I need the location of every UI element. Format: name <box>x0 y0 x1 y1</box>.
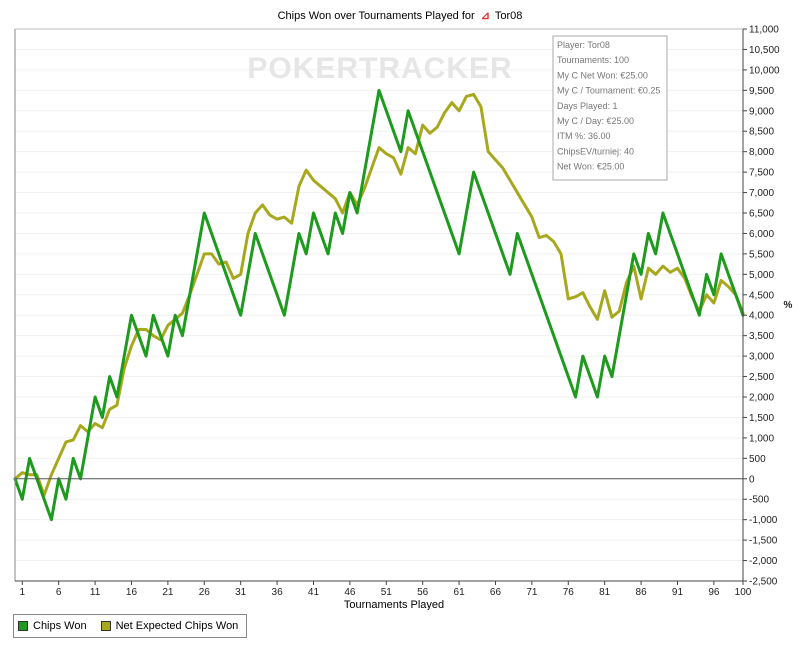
x-axis-title: Tournaments Played <box>344 599 444 610</box>
x-tick-label: 1 <box>19 587 25 598</box>
y-tick-label: 500 <box>749 454 766 465</box>
x-tick-label: 100 <box>735 587 752 598</box>
stats-info-box: Player: Tor08 Tournaments: 100 My C Net Wo… <box>552 35 668 181</box>
y-tick-label: -500 <box>749 495 769 506</box>
info-box-line: My C / Tournament: €0.25 <box>557 86 660 96</box>
y-tick-label: 0 <box>749 474 755 485</box>
legend-label-chips-won: Chips Won <box>33 620 87 632</box>
x-tick-label: 6 <box>56 587 62 598</box>
y-tick-label: 10,500 <box>749 45 780 56</box>
info-box-line: ITM %: 36.00 <box>557 131 611 141</box>
legend-swatch-expected <box>100 621 111 631</box>
x-tick-label: 46 <box>344 587 356 598</box>
x-tick-label: 51 <box>381 587 393 598</box>
y-tick-label: 1,500 <box>749 413 774 424</box>
series-layer <box>13 88 745 522</box>
y-tick-label: 11,000 <box>749 25 779 36</box>
y-tick-label: 10,000 <box>749 65 780 76</box>
info-box-line: ChipsEV/turniej: 40 <box>557 146 634 156</box>
y-tick-label: 9,500 <box>749 86 774 97</box>
chart-title-player: Tor08 <box>495 10 523 22</box>
y-tick-label: -1,000 <box>749 515 778 526</box>
player-flag-icon: ⊿ <box>481 10 490 22</box>
axes: -2,500 -2,000 -1,500 -1,000 -500 0 500 1,000 1,5… <box>14 25 780 598</box>
y-tick-label: 5,500 <box>749 249 774 260</box>
y-tick-label: 7,500 <box>749 168 774 179</box>
info-box-line: Net Won: €25.00 <box>557 162 624 172</box>
legend-swatch-chips-won <box>18 621 28 631</box>
pokertracker-watermark: POKERTRACKER <box>247 52 512 85</box>
y-tick-label: 7,000 <box>749 188 774 199</box>
series-line-expected <box>13 92 745 497</box>
x-tick-label: 86 <box>636 587 648 598</box>
info-box-line: My C / Day: €25.00 <box>557 116 634 126</box>
y-tick-label: 2,000 <box>749 393 774 404</box>
y-tick-label: 4,500 <box>749 290 774 301</box>
x-tick-label: 21 <box>162 587 174 598</box>
x-tick-label: 96 <box>708 587 720 598</box>
y-tick-label: 6,000 <box>749 229 774 240</box>
x-tick-label: 81 <box>599 587 611 598</box>
x-tick-label: 56 <box>417 587 429 598</box>
x-tick-label: 31 <box>235 587 247 598</box>
legend-item-expected[interactable]: Net Expected Chips Won <box>100 620 239 632</box>
y-tick-label: 9,000 <box>749 106 774 117</box>
series-line-chips-won <box>13 88 745 522</box>
info-box-line: My C Net Won: €25.00 <box>557 70 648 80</box>
info-box-line: Days Played: 1 <box>557 101 618 111</box>
x-tick-label: 76 <box>563 587 575 598</box>
x-tick-label: 26 <box>199 587 211 598</box>
y-tick-label: 1,000 <box>749 433 774 444</box>
y-tick-label: -1,500 <box>749 536 778 547</box>
info-box-line: Player: Tor08 <box>557 40 610 50</box>
x-tick-label: 11 <box>90 587 101 598</box>
x-tick-label: 61 <box>454 587 466 598</box>
legend-label-expected: Net Expected Chips Won <box>115 620 239 632</box>
chips-won-chart: Chips Won over Tournaments Played for ⊿ … <box>13 10 793 610</box>
y-tick-label: 5,000 <box>749 270 774 281</box>
y-tick-label: 3,500 <box>749 331 774 342</box>
y-tick-label: 8,000 <box>749 147 774 158</box>
x-tick-label: 16 <box>126 587 138 598</box>
y-tick-label: -2,000 <box>749 556 778 567</box>
x-tick-label: 41 <box>308 587 320 598</box>
x-tick-label: 66 <box>490 587 502 598</box>
y2-axis-title: % <box>784 300 793 311</box>
y-tick-label: 2,500 <box>749 372 774 383</box>
y-tick-label: 3,000 <box>749 352 774 363</box>
y-tick-label: 4,000 <box>749 311 774 322</box>
chart-title: Chips Won over Tournaments Played for ⊿ … <box>278 10 523 22</box>
legend-item-chips-won[interactable]: Chips Won <box>18 620 87 632</box>
x-tick-label: 71 <box>526 587 538 598</box>
x-tick-label: 36 <box>272 587 284 598</box>
y-tick-label: 8,500 <box>749 127 774 138</box>
y-tick-label: -2,500 <box>749 577 778 588</box>
y-tick-label: 6,500 <box>749 209 774 220</box>
chart-title-prefix: Chips Won over Tournaments Played for <box>278 10 475 22</box>
x-tick-label: 91 <box>672 587 684 598</box>
chart-legend: Chips Won Net Expected Chips Won <box>13 614 248 638</box>
info-box-frame <box>552 35 668 181</box>
info-box-line: Tournaments: 100 <box>557 55 629 65</box>
